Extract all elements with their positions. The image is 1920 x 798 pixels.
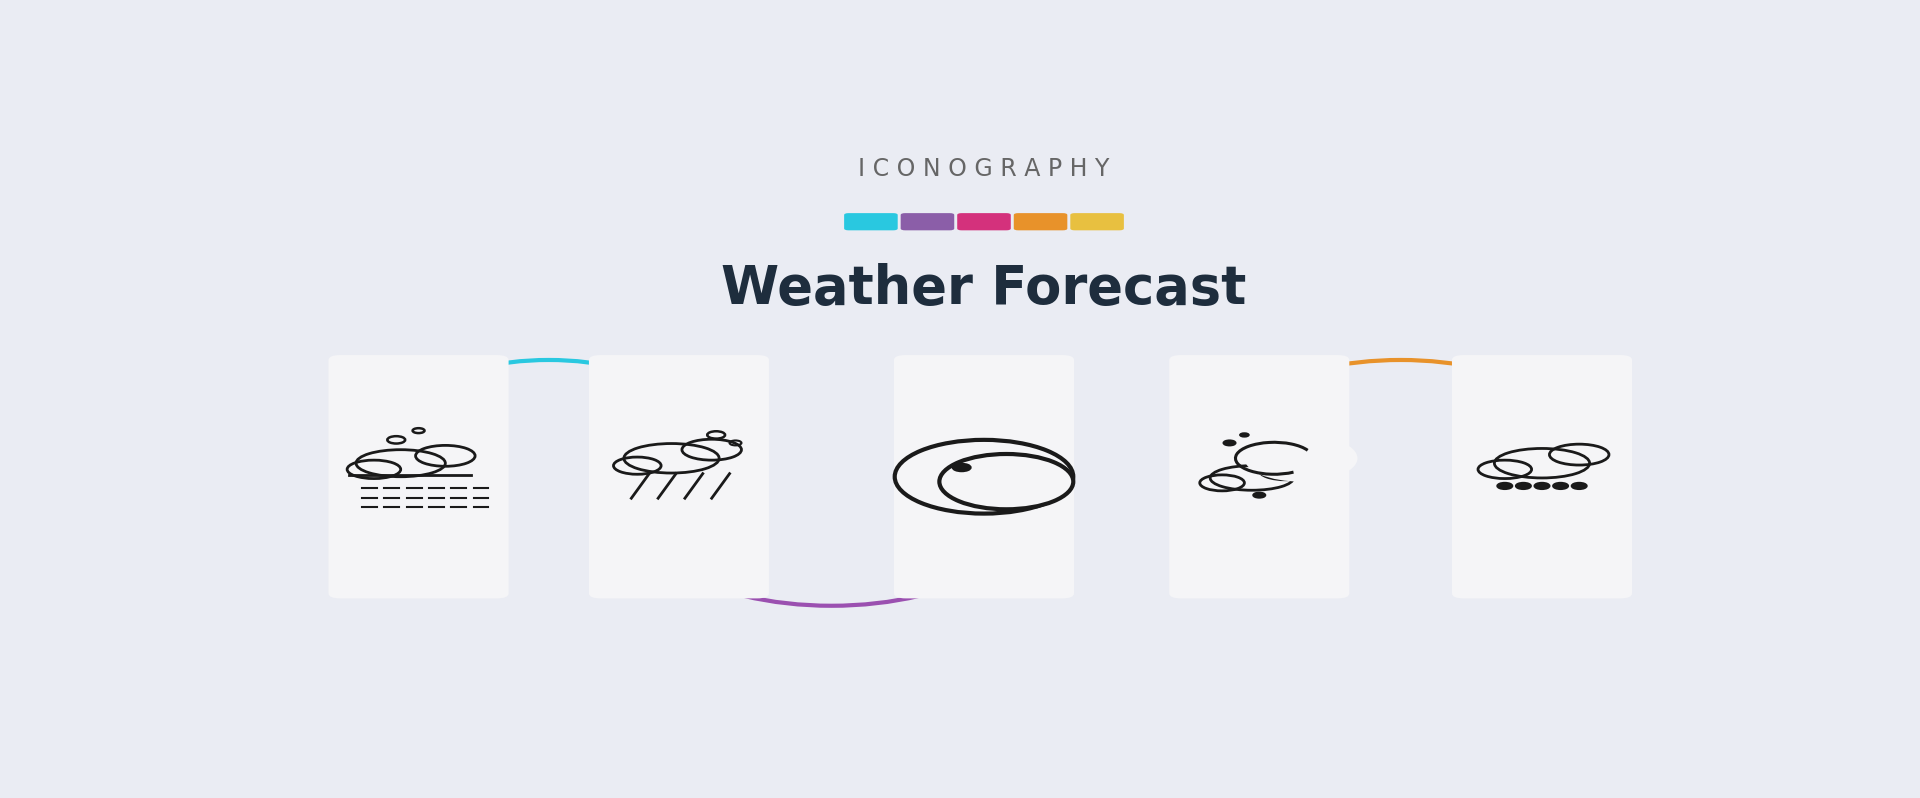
Circle shape [1534,483,1549,489]
Circle shape [1223,440,1235,445]
Circle shape [1244,435,1357,482]
FancyBboxPatch shape [895,355,1073,598]
Circle shape [952,464,972,471]
Circle shape [939,454,1073,509]
Circle shape [1553,483,1569,489]
FancyBboxPatch shape [328,355,509,598]
FancyBboxPatch shape [845,213,899,231]
Circle shape [1572,483,1586,489]
FancyBboxPatch shape [900,213,954,231]
Text: I C O N O G R A P H Y: I C O N O G R A P H Y [858,157,1110,181]
FancyBboxPatch shape [1169,355,1350,598]
FancyBboxPatch shape [1014,213,1068,231]
FancyBboxPatch shape [1452,355,1632,598]
FancyBboxPatch shape [958,213,1010,231]
Circle shape [1240,433,1248,437]
Text: Weather Forecast: Weather Forecast [722,263,1246,315]
Circle shape [1517,483,1530,489]
FancyBboxPatch shape [589,355,770,598]
FancyBboxPatch shape [1069,213,1123,231]
Circle shape [1254,492,1265,498]
Circle shape [1498,483,1513,489]
